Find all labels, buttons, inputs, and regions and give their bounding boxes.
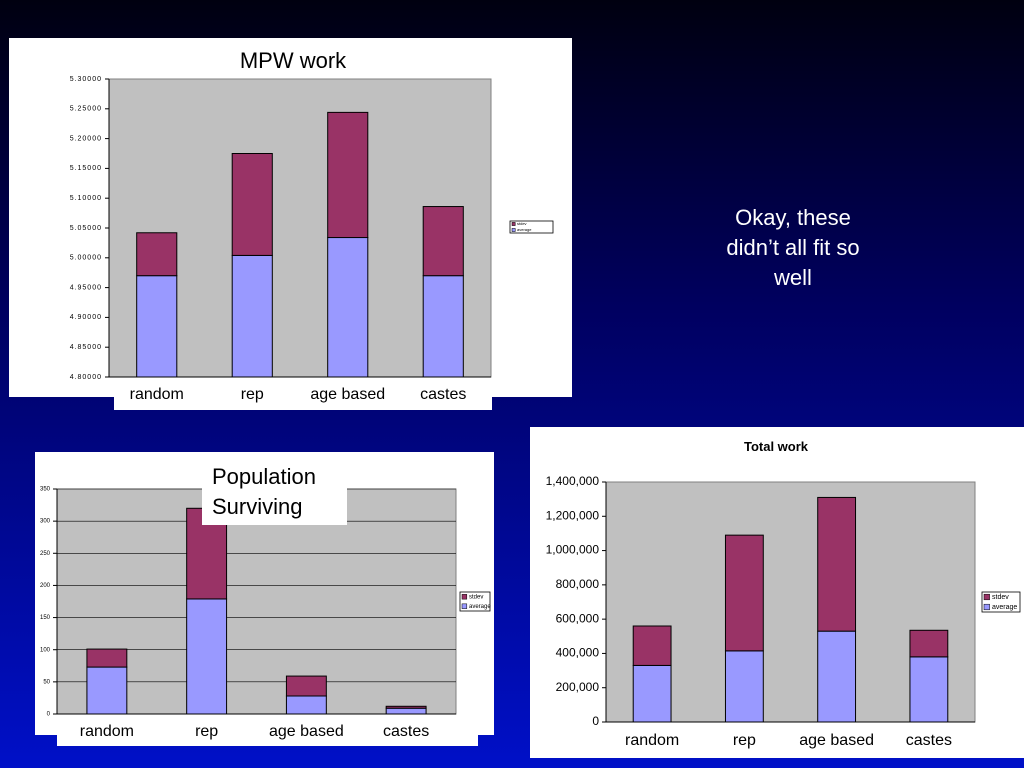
bar-segment (817, 630, 857, 723)
bar-segment (327, 237, 369, 378)
legend-box (459, 591, 491, 612)
y-tick-label: 350 (40, 487, 51, 493)
y-tick-label: 600,000 (556, 611, 600, 625)
bar-segment (385, 707, 427, 715)
legend-label: average (992, 604, 1017, 611)
y-tick-label: 1,200,000 (546, 508, 600, 522)
x-tick-label: castes (906, 732, 952, 749)
bar-segment (817, 496, 857, 632)
y-tick-label: 4.85000 (70, 344, 102, 351)
y-tick-label: 5.15000 (70, 165, 102, 172)
y-tick-label: 0 (47, 712, 51, 718)
bar-segment (231, 153, 273, 256)
bar-segment (285, 675, 327, 697)
bar-segment (724, 650, 764, 723)
legend-label: average (469, 604, 491, 610)
legend-label: average (517, 227, 532, 232)
y-tick-label: 300 (40, 519, 51, 525)
legend-box (981, 591, 1021, 613)
bar-segment (632, 625, 672, 666)
legend-label: stdev (992, 594, 1009, 601)
bar-segment (285, 695, 327, 715)
bar-segment (422, 206, 464, 277)
y-tick-label: 150 (40, 615, 51, 621)
y-tick-label: 4.90000 (70, 314, 102, 321)
y-tick-label: 4.80000 (70, 374, 102, 381)
y-tick-label: 200,000 (556, 680, 600, 694)
x-tick-label: random (130, 386, 184, 403)
chart-title: Population Surviving (202, 462, 347, 525)
legend-swatch (461, 603, 468, 609)
y-tick-label: 1,000,000 (546, 543, 600, 557)
legend-swatch (511, 222, 516, 226)
legend-label: stdev (517, 221, 527, 226)
legend-label: stdev (469, 594, 483, 600)
y-tick-label: 5.25000 (70, 106, 102, 113)
x-tick-label: age based (310, 386, 385, 403)
y-tick-label: 5.30000 (70, 76, 102, 83)
bar-segment (231, 254, 273, 378)
legend-swatch (983, 603, 990, 611)
x-tick-label: random (80, 723, 134, 740)
bar-segment (327, 111, 369, 239)
category-box (114, 380, 492, 410)
bar-segment (909, 629, 949, 658)
legend-swatch (461, 594, 468, 600)
y-tick-label: 200 (40, 583, 51, 589)
bar-segment (86, 666, 128, 715)
slide-note: Okay, these didn’t all fit so well (726, 205, 860, 290)
bar-segment (385, 705, 427, 709)
bar-segment (632, 664, 672, 723)
x-tick-label: age based (269, 723, 344, 740)
bar-segment (86, 648, 128, 668)
legend-box (509, 220, 554, 234)
chart-title: MPW work (224, 44, 362, 78)
x-tick-label: rep (195, 723, 218, 740)
x-tick-label: age based (799, 732, 874, 749)
chart-title: Total work (743, 439, 809, 454)
y-tick-label: 4.95000 (70, 284, 102, 291)
bar-segment (136, 232, 178, 277)
y-tick-label: 800,000 (556, 577, 600, 591)
x-tick-label: rep (241, 386, 264, 403)
y-tick-label: 400,000 (556, 646, 600, 660)
y-tick-label: 5.00000 (70, 255, 102, 262)
y-tick-label: 5.10000 (70, 195, 102, 202)
category-box (57, 718, 478, 746)
bar-segment (186, 598, 228, 715)
legend-swatch (511, 228, 516, 232)
y-tick-label: 0 (592, 714, 599, 728)
bar-segment (422, 275, 464, 378)
y-tick-label: 250 (40, 551, 51, 557)
x-tick-label: random (625, 732, 679, 749)
y-tick-label: 50 (43, 679, 50, 685)
x-tick-label: rep (733, 732, 756, 749)
x-tick-label: castes (420, 386, 466, 403)
bar-segment (136, 275, 178, 378)
legend-swatch (983, 593, 990, 601)
y-tick-label: 5.20000 (70, 135, 102, 142)
y-tick-label: 1,400,000 (546, 474, 600, 488)
bar-segment (909, 656, 949, 723)
y-tick-label: 5.05000 (70, 225, 102, 232)
x-tick-label: castes (383, 723, 429, 740)
bar-segment (724, 534, 764, 652)
y-tick-label: 100 (40, 647, 51, 653)
